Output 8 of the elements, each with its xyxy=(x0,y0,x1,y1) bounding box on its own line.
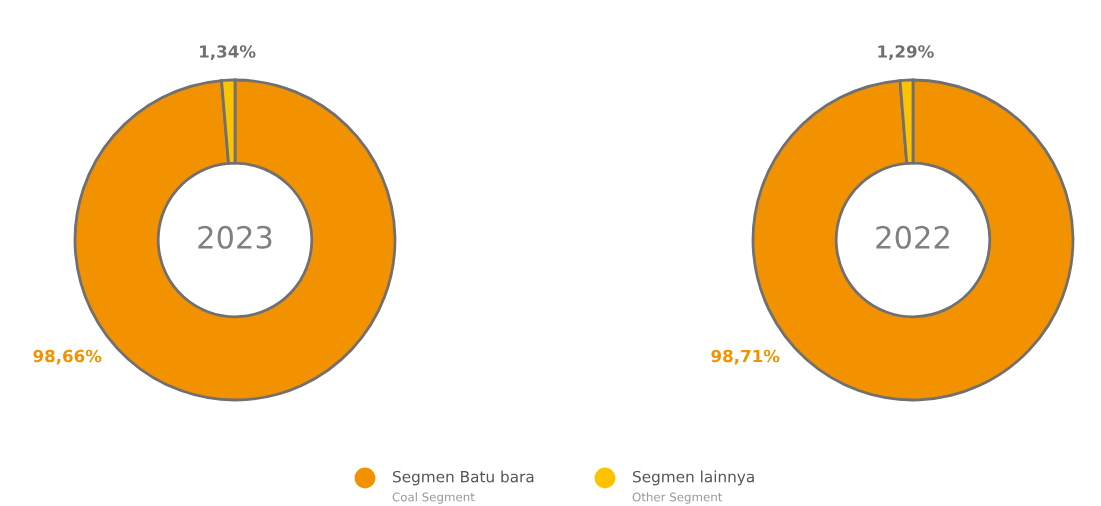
text: 2022 xyxy=(876,225,949,249)
data-label: 98,66% xyxy=(33,349,102,365)
text: 2023 xyxy=(198,225,272,249)
legend-label: Segmen lainnya Other Segment xyxy=(632,470,754,504)
data-label: 98,71% xyxy=(711,349,780,365)
data-label: 1,34% xyxy=(200,45,256,60)
data-label: 1,29% xyxy=(878,45,934,60)
legend-label: Segmen Batu bara Coal Segment xyxy=(392,470,534,504)
